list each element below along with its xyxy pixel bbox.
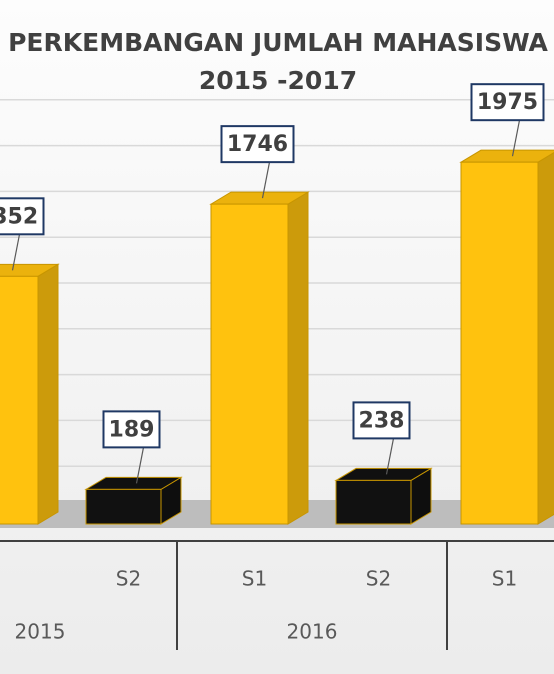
leader-line <box>11 234 21 271</box>
bar <box>459 149 554 525</box>
leader-line <box>385 438 395 475</box>
bar-front <box>85 488 162 525</box>
data-label-box <box>102 410 161 449</box>
x-tick-label: S1 <box>492 567 517 591</box>
bar-side <box>37 263 59 525</box>
chart-subtitle: 2015 -2017 <box>199 66 357 95</box>
bar-front <box>460 161 539 525</box>
x-tick-label: S1 <box>242 567 267 591</box>
data-label-box <box>0 197 45 236</box>
leader-line <box>135 447 145 484</box>
bar-front <box>0 275 39 525</box>
data-label-box <box>470 83 545 122</box>
data-label: 189 <box>109 417 155 442</box>
leader-line <box>261 162 271 199</box>
bar-side <box>287 191 309 525</box>
bar <box>0 263 60 525</box>
bar <box>334 467 433 525</box>
data-label: 1746 <box>227 132 288 157</box>
chart-title: PERKEMBANGAN JUMLAH MAHASISWA <box>8 28 548 57</box>
data-label: 1352 <box>0 204 38 229</box>
data-label-box <box>220 125 295 164</box>
bar-front <box>335 479 412 525</box>
group-label: 2015 <box>15 620 66 644</box>
data-label: 1975 <box>477 90 538 115</box>
data-label-box <box>352 401 411 440</box>
x-tick-label: S2 <box>366 567 391 591</box>
bar-front <box>210 203 289 525</box>
x-tick-label: S2 <box>116 567 141 591</box>
bar-side <box>537 151 554 525</box>
data-label: 238 <box>359 408 405 433</box>
bar <box>209 191 310 525</box>
leader-line <box>511 120 521 157</box>
bar <box>84 476 183 525</box>
group-label: 2016 <box>287 620 338 644</box>
